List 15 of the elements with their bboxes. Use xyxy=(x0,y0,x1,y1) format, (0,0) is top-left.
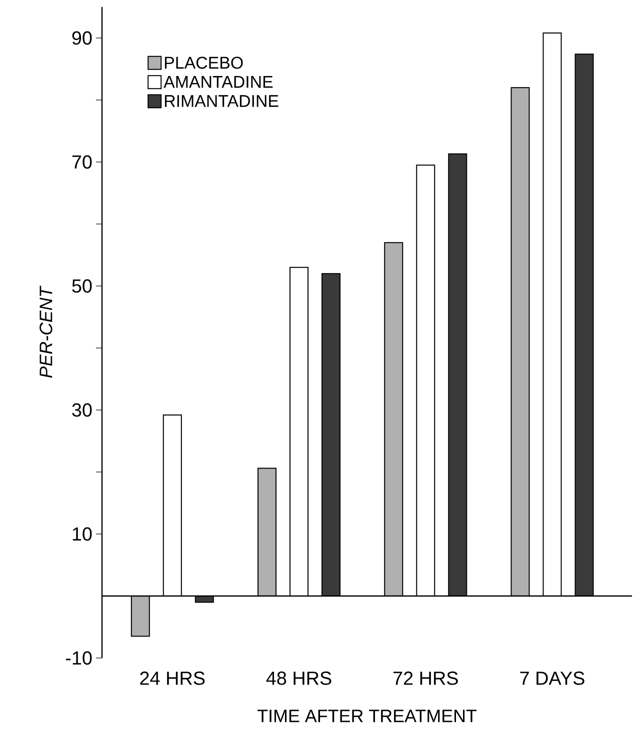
y-axis-title: PER-CENT xyxy=(40,286,52,378)
x-tick-label: 24 HRS xyxy=(140,672,205,685)
x-tick-label: 48 HRS xyxy=(266,672,332,685)
y-tick-label: 30 xyxy=(72,403,92,417)
legend-label: RIMANTADINE xyxy=(165,95,278,107)
x-tick-label: 7 DAYS xyxy=(520,672,585,685)
y-tick-label: 90 xyxy=(72,31,92,45)
legend-label: PLACEBO xyxy=(165,56,243,69)
y-tick-label: 50 xyxy=(72,279,92,293)
x-tick-label: 72 HRS xyxy=(394,672,458,685)
legend-label: AMANTADINE xyxy=(164,76,273,88)
y-tick-label: 10 xyxy=(73,527,92,541)
x-axis-title: TIME AFTER TREATMENT xyxy=(258,710,477,722)
y-tick-label: 70 xyxy=(72,155,92,169)
y-tick-label: -10 xyxy=(66,651,92,665)
